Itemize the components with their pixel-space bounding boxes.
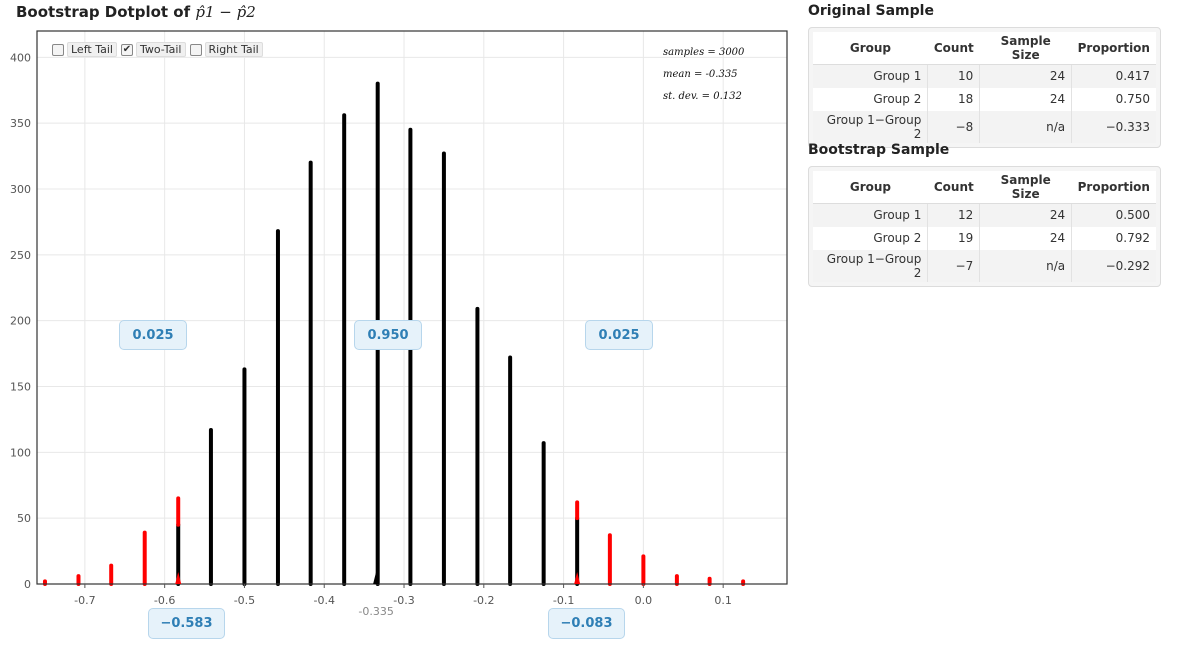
x-tick-label: -0.3 <box>393 594 414 607</box>
lower-cut-marker <box>175 572 182 584</box>
table-row: Group 1 10 24 0.417 <box>813 64 1156 88</box>
col-group: Group <box>813 171 928 204</box>
x-tick-label: -0.2 <box>473 594 494 607</box>
y-tick-label: 250 <box>10 249 31 262</box>
left-tail-proportion: 0.025 <box>119 320 187 350</box>
samples-stat: samples = 3000 <box>663 47 745 58</box>
x-tick-label: 0.0 <box>635 594 653 607</box>
right-tail-label[interactable]: Right Tail <box>204 42 263 57</box>
col-proportion: Proportion <box>1071 171 1156 204</box>
y-tick-label: 350 <box>10 117 31 130</box>
table-row: Group 1−Group 2 −7 n/a −0.292 <box>813 249 1156 282</box>
two-tail-option[interactable]: ✔ Two-Tail <box>120 42 186 57</box>
y-axis-ticks: 0 50 100 150 200 250 300 350 400 <box>10 51 31 591</box>
lower-cutoff-input[interactable]: −0.583 <box>148 608 225 639</box>
x-tick-label: 0.1 <box>714 594 732 607</box>
original-sample-panel: Group Count Sample Size Proportion Group… <box>808 27 1161 148</box>
right-tail-checkbox[interactable] <box>189 43 202 56</box>
y-tick-label: 100 <box>10 446 31 459</box>
mean-marker-label: -0.335 <box>358 605 393 618</box>
x-axis-ticks: -0.7 -0.6 -0.5 -0.4 -0.3 -0.2 -0.1 0.0 0.1 <box>74 584 732 607</box>
plot-title-formula: p̂1 − p̂2 <box>195 3 256 21</box>
sd-stat: st. dev. = 0.132 <box>663 91 742 102</box>
bootstrap-sample-title: Bootstrap Sample <box>808 142 950 158</box>
col-sample-size: Sample Size <box>979 171 1072 204</box>
col-count: Count <box>927 171 980 204</box>
middle-proportion: 0.950 <box>354 320 422 350</box>
left-tail-label[interactable]: Left Tail <box>67 42 117 57</box>
upper-cut-marker <box>574 572 581 584</box>
x-tick-label: -0.1 <box>553 594 574 607</box>
original-sample-table: Group Count Sample Size Proportion Group… <box>813 32 1156 143</box>
right-tail-option[interactable]: Right Tail <box>189 42 263 57</box>
two-tail-label[interactable]: Two-Tail <box>135 42 186 57</box>
tail-controls: Left Tail ✔ Two-Tail Right Tail <box>52 42 263 57</box>
x-tick-label: -0.5 <box>234 594 255 607</box>
table-row: Group 2 19 24 0.792 <box>813 226 1156 250</box>
two-tail-checkbox[interactable]: ✔ <box>120 43 133 56</box>
left-tail-option[interactable]: Left Tail <box>52 42 117 57</box>
table-row: Group 1 12 24 0.500 <box>813 203 1156 227</box>
y-tick-label: 150 <box>10 381 31 394</box>
y-tick-label: 300 <box>10 183 31 196</box>
upper-cutoff-input[interactable]: −0.083 <box>548 608 625 639</box>
bootstrap-sample-table: Group Count Sample Size Proportion Group… <box>813 171 1156 282</box>
dot-stacks <box>42 81 746 586</box>
left-tail-checkbox[interactable] <box>52 43 64 56</box>
y-tick-label: 50 <box>17 512 31 525</box>
col-sample-size: Sample Size <box>979 32 1072 65</box>
bootstrap-sample-panel: Group Count Sample Size Proportion Group… <box>808 166 1161 287</box>
table-row: Group 1−Group 2 −8 n/a −0.333 <box>813 110 1156 143</box>
plot-title-prefix: Bootstrap Dotplot of <box>16 3 191 21</box>
summary-stats: samples = 3000 mean = -0.335 st. dev. = … <box>663 42 744 108</box>
original-sample-title: Original Sample <box>808 3 934 19</box>
grid-lines <box>37 31 787 585</box>
mean-marker <box>373 572 380 584</box>
plot-title: Bootstrap Dotplot of p̂1 − p̂2 <box>16 3 256 21</box>
x-tick-label: -0.4 <box>313 594 334 607</box>
x-tick-label: -0.7 <box>74 594 95 607</box>
x-tick-label: -0.6 <box>154 594 175 607</box>
cutoff-markers: -0.335 <box>175 572 581 618</box>
y-tick-label: 400 <box>10 51 31 64</box>
col-proportion: Proportion <box>1071 32 1156 65</box>
y-tick-label: 0 <box>24 578 31 591</box>
col-group: Group <box>813 32 928 65</box>
y-tick-label: 200 <box>10 315 31 328</box>
col-count: Count <box>927 32 980 65</box>
table-row: Group 2 18 24 0.750 <box>813 87 1156 111</box>
plot-frame <box>36 30 788 585</box>
mean-stat: mean = -0.335 <box>663 69 738 80</box>
right-tail-proportion: 0.025 <box>585 320 653 350</box>
